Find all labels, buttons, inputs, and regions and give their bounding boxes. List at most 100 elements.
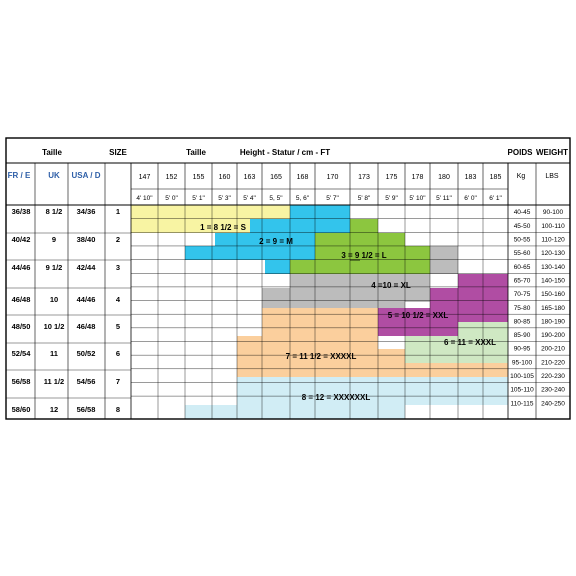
ft-label: 6' 0" <box>464 195 477 202</box>
cm-label: 155 <box>193 174 205 181</box>
size-cell-usa: 34/36 <box>77 207 96 216</box>
weight-kg: 50-55 <box>514 237 531 244</box>
size-cell-size: 2 <box>116 235 120 244</box>
weight-kg: 90-95 <box>514 346 531 353</box>
size-zones <box>131 205 508 419</box>
size-cell-uk: 11 <box>50 349 58 358</box>
header-uk: UK <box>48 171 60 180</box>
size-cell-fr: 48/50 <box>12 322 31 331</box>
zone-label-6: 6 = 11 = XXXL <box>444 338 496 347</box>
size-cell-fr: 58/60 <box>12 405 31 414</box>
size-cell-usa: 54/56 <box>77 377 96 386</box>
weight-lbs: 150-160 <box>541 291 565 298</box>
weight-kg: 45-50 <box>514 223 531 230</box>
zone-label-7: 7 = 11 1/2 = XXXXL <box>286 352 357 361</box>
ft-label: 5' 8" <box>358 195 371 202</box>
cm-label: 160 <box>219 174 231 181</box>
zone-size-3 <box>290 219 430 274</box>
zone-size-8 <box>185 377 508 419</box>
size-cell-size: 6 <box>116 349 120 358</box>
weight-kg: 65-70 <box>514 277 531 284</box>
weight-kg: 40-45 <box>514 209 531 216</box>
weight-lbs: 165-180 <box>541 305 565 312</box>
weight-kg: 95-100 <box>512 359 533 366</box>
zone-size-7 <box>237 308 508 377</box>
header-taille-mid: Taille <box>186 148 206 157</box>
zone-size-2 <box>185 205 350 274</box>
header-kg: Kg <box>517 173 526 180</box>
weight-lbs: 180-190 <box>541 318 565 325</box>
size-cell-fr: 56/58 <box>12 377 31 386</box>
weight-kg: 100-105 <box>510 373 534 380</box>
size-cell-usa: 38/40 <box>77 235 96 244</box>
weight-lbs: 120-130 <box>541 250 565 257</box>
ft-label: 5' 4" <box>243 195 256 202</box>
cm-label: 173 <box>358 174 370 181</box>
size-cell-usa: 56/58 <box>77 405 96 414</box>
cm-label: 180 <box>438 174 450 181</box>
ft-label: 5' 1" <box>192 195 205 202</box>
cm-label: 163 <box>244 174 256 181</box>
weight-lbs: 110-120 <box>541 237 565 244</box>
weight-kg: 75-80 <box>514 305 531 312</box>
ft-label: 6' 1" <box>489 195 502 202</box>
zone-label-4: 4 =10 = XL <box>371 281 411 290</box>
zone-label-3: 3 = 9 1/2 = L <box>341 251 386 260</box>
size-cell-usa: 42/44 <box>77 263 97 272</box>
size-cell-uk: 10 1/2 <box>44 322 65 331</box>
weight-kg: 85-90 <box>514 332 531 339</box>
cm-label: 178 <box>412 174 424 181</box>
size-cell-fr: 40/42 <box>12 235 31 244</box>
weight-kg: 60-65 <box>514 264 531 271</box>
cm-label: 185 <box>490 174 502 181</box>
header-weight: WEIGHT <box>536 148 568 157</box>
cm-label: 165 <box>270 174 282 181</box>
size-cell-size: 5 <box>116 322 120 331</box>
size-cell-usa: 50/52 <box>77 349 96 358</box>
header-size: SIZE <box>109 148 127 157</box>
zone-label-1: 1 = 8 1/2 = S <box>200 223 246 232</box>
header-height-title: Height - Statur / cm - FT <box>240 148 330 157</box>
size-cell-uk: 10 <box>50 295 58 304</box>
weight-kg: 70-75 <box>514 291 531 298</box>
cm-label: 170 <box>327 174 339 181</box>
weight-lbs: 210-220 <box>541 359 565 366</box>
cm-label: 168 <box>297 174 309 181</box>
size-cell-usa: 44/46 <box>77 295 96 304</box>
weight-kg: 55-60 <box>514 250 531 257</box>
ft-label: 5' 10" <box>409 195 426 202</box>
weight-lbs: 220-230 <box>541 373 565 380</box>
weight-lbs: 230-240 <box>541 387 565 394</box>
cm-label: 147 <box>139 174 151 181</box>
weight-lbs: 130-140 <box>541 264 565 271</box>
size-cell-size: 1 <box>116 207 120 216</box>
zone-size-5 <box>378 274 508 336</box>
size-cell-size: 4 <box>116 295 121 304</box>
zone-size-1 <box>131 205 290 246</box>
cm-label: 152 <box>166 174 178 181</box>
zone-label-2: 2 = 9 = M <box>259 237 293 246</box>
weight-kg: 110-115 <box>511 400 534 407</box>
size-cell-fr: 36/38 <box>12 207 31 216</box>
ft-label: 4' 10" <box>136 195 153 202</box>
size-cell-fr: 52/54 <box>12 349 32 358</box>
ft-label: 5' 9" <box>385 195 398 202</box>
size-cell-size: 8 <box>116 405 120 414</box>
header-poids: POIDS <box>508 148 534 157</box>
weight-lbs: 90-100 <box>543 209 564 216</box>
size-cell-uk: 9 1/2 <box>46 263 63 272</box>
cm-label: 183 <box>465 174 477 181</box>
ft-label: 5' 0" <box>165 195 178 202</box>
size-cell-usa: 46/48 <box>77 322 96 331</box>
header-fr-e: FR / E <box>8 171 31 180</box>
weight-kg: 105-110 <box>510 387 534 394</box>
weight-kg: 80-85 <box>514 318 531 325</box>
zone-label-5: 5 = 10 1/2 = XXL <box>388 311 449 320</box>
size-cell-uk: 11 1/2 <box>44 377 64 386</box>
size-cell-uk: 12 <box>50 405 58 414</box>
size-cell-size: 7 <box>116 377 120 386</box>
table-border <box>5 137 571 420</box>
weight-lbs: 200-210 <box>541 346 565 353</box>
grid-lines <box>5 137 571 420</box>
